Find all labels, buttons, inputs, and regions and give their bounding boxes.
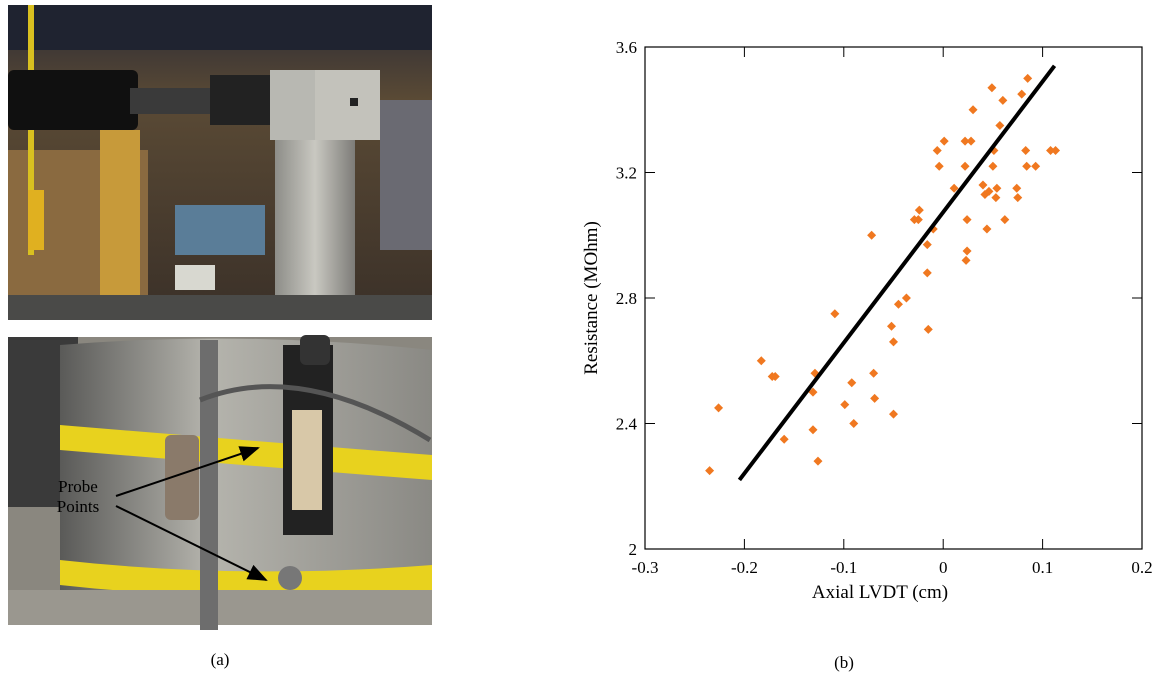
- data-point: [770, 371, 780, 381]
- data-point: [869, 368, 879, 378]
- data-point: [889, 409, 898, 419]
- y-tick-label: 2.8: [616, 289, 637, 308]
- y-tick-label: 3.6: [616, 38, 637, 57]
- data-point: [705, 466, 715, 476]
- data-point: [840, 400, 850, 410]
- y-axis-label: Resistance (MOhm): [581, 221, 602, 375]
- x-axis-label: Axial LVDT (cm): [812, 582, 948, 603]
- data-point: [992, 183, 1002, 193]
- data-point: [756, 356, 766, 366]
- data-point: [987, 83, 997, 93]
- data-point: [988, 161, 998, 171]
- x-tick-label: 0.2: [1131, 558, 1152, 577]
- annotation: Points: [57, 497, 100, 516]
- data-point: [998, 95, 1008, 105]
- y-tick-label: 2.4: [616, 415, 638, 434]
- fit-line: [737, 64, 1057, 482]
- data-point: [960, 136, 970, 146]
- data-point: [922, 268, 932, 278]
- data-point: [978, 180, 988, 190]
- plot-frame: [644, 46, 1143, 550]
- data-point: [1022, 161, 1032, 171]
- data-point: [1031, 161, 1041, 171]
- data-point: [830, 309, 840, 319]
- data-point: [923, 324, 933, 334]
- data-point: [995, 120, 1005, 130]
- data-point: [982, 224, 992, 234]
- data-point: [962, 246, 972, 256]
- caption: (a): [211, 650, 230, 669]
- data-point: [847, 378, 857, 388]
- data-point: [893, 299, 903, 309]
- data-point: [984, 186, 994, 196]
- data-point: [961, 255, 971, 265]
- data-point: [870, 393, 880, 403]
- y-tick-label: 3.2: [616, 164, 637, 183]
- data-point: [966, 136, 976, 146]
- data-point: [867, 230, 877, 240]
- x-tick-label: 0.1: [1032, 558, 1053, 577]
- data-point: [934, 161, 944, 171]
- data-point: [922, 240, 932, 250]
- data-point: [808, 425, 818, 435]
- data-point: [889, 337, 898, 347]
- photo-setup: [8, 5, 432, 320]
- arrow: [115, 446, 260, 497]
- data-point: [913, 215, 923, 225]
- data-point: [813, 456, 823, 466]
- y-tick-label: 2: [629, 540, 638, 559]
- data-point: [949, 183, 959, 193]
- data-point: [1046, 146, 1056, 156]
- data-point: [1000, 215, 1010, 225]
- data-point: [901, 293, 911, 303]
- data-point: [914, 205, 924, 215]
- data-point: [1012, 183, 1022, 193]
- data-point: [962, 215, 972, 225]
- data-point: [991, 193, 1001, 203]
- data-point: [960, 161, 970, 171]
- data-point: [714, 403, 724, 413]
- data-point: [849, 419, 859, 428]
- data-point: [932, 146, 942, 156]
- data-point: [1051, 146, 1061, 156]
- data-point: [1017, 89, 1027, 99]
- data-point: [939, 136, 949, 146]
- data-point: [968, 105, 978, 115]
- x-tick-label: -0.1: [830, 558, 857, 577]
- data-point: [808, 387, 818, 397]
- x-tick-label: -0.2: [731, 558, 758, 577]
- data-point: [1013, 193, 1023, 203]
- caption: (b): [834, 653, 854, 672]
- x-tick-label: -0.3: [632, 558, 659, 577]
- photo-probes: [8, 335, 432, 630]
- arrow: [115, 505, 268, 581]
- data-point: [1023, 73, 1033, 83]
- data-point: [779, 434, 789, 444]
- annotation: Probe: [58, 477, 98, 496]
- data-point: [887, 321, 897, 331]
- data-point: [1021, 146, 1031, 156]
- x-tick-label: 0: [939, 558, 948, 577]
